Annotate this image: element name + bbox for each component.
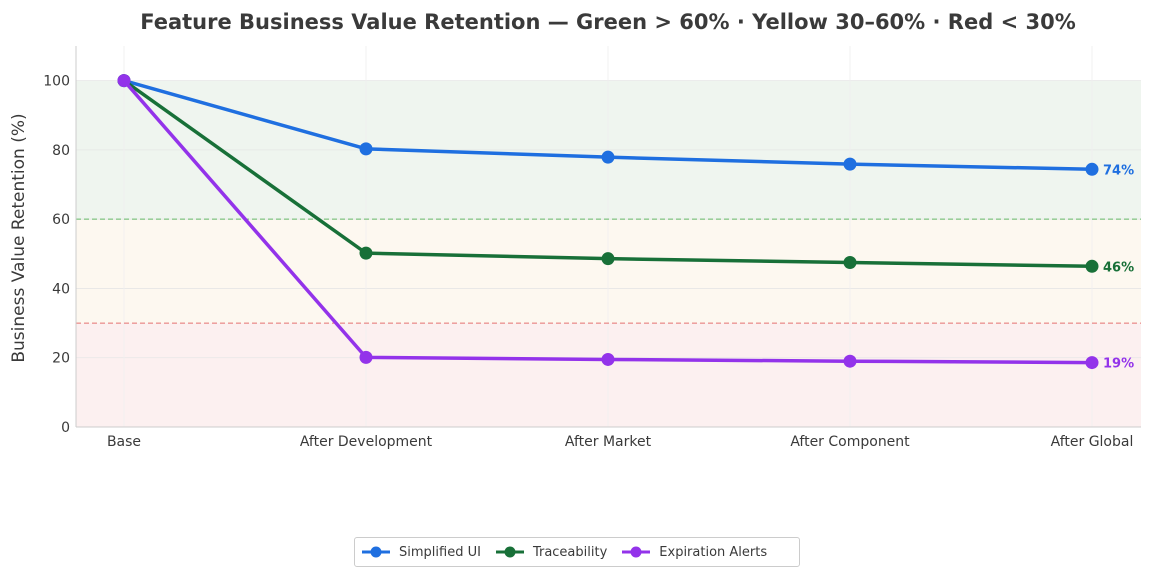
y-tick-label: 40 [52, 281, 70, 297]
data-point-expiration-alerts [601, 352, 615, 366]
end-label-expiration-alerts: 19% [1103, 357, 1134, 372]
legend-label: Traceability [532, 544, 608, 560]
data-point-simplified-ui [601, 150, 615, 164]
x-tick-labels: Base After Development After Market After C… [107, 434, 1133, 450]
data-point-simplified-ui [843, 157, 857, 171]
x-tick-label: After Market [565, 434, 652, 450]
x-tick-label: After Development [300, 434, 433, 450]
legend-swatch-expiration-alerts [622, 546, 651, 558]
legend-item-traceability: Traceability [495, 545, 607, 560]
y-tick-label: 80 [52, 143, 70, 159]
legend-swatch-simplified-ui [362, 546, 390, 558]
y-tick-label: 20 [52, 351, 70, 367]
y-tick-label: 100 [43, 74, 70, 90]
data-point-expiration-alerts [117, 74, 131, 88]
data-point-expiration-alerts [843, 354, 857, 368]
data-point-expiration-alerts [1085, 356, 1099, 370]
legend-item-simplified-ui: Simplified UI [361, 545, 481, 560]
data-point-expiration-alerts [359, 350, 373, 364]
y-tick-labels: 0 20 40 60 80 100 [43, 74, 70, 436]
end-label-simplified-ui: 74% [1103, 163, 1134, 178]
chart-title: Feature Business Value Retention — Green… [140, 10, 1076, 34]
x-tick-label: After Global [1051, 434, 1134, 450]
data-point-traceability [843, 255, 857, 269]
legend-swatch-traceability [495, 546, 524, 558]
data-point-traceability [601, 252, 615, 266]
y-tick-label: 60 [52, 212, 70, 228]
x-tick-label: After Component [790, 434, 910, 450]
legend-label: Expiration Alerts [659, 544, 768, 560]
legend-item-expiration-alerts: Expiration Alerts [621, 545, 767, 560]
y-tick-label: 0 [61, 420, 70, 436]
y-axis-label: Business Value Retention (%) [9, 113, 29, 362]
zone-yellow [76, 219, 1141, 324]
data-point-simplified-ui [359, 142, 373, 156]
x-tick-label: Base [107, 434, 141, 450]
series-group: 74% 46% 19% [117, 74, 1134, 372]
data-point-traceability [359, 246, 373, 260]
legend: Simplified UI Traceability Expiration Aler… [354, 537, 800, 567]
zone-red [76, 323, 1141, 427]
data-point-simplified-ui [1085, 162, 1099, 176]
axes [75, 46, 1141, 428]
threshold-lines [76, 218, 1141, 324]
end-label-traceability: 46% [1103, 260, 1134, 275]
legend-label: Simplified UI [399, 544, 481, 560]
data-point-traceability [1085, 259, 1099, 273]
